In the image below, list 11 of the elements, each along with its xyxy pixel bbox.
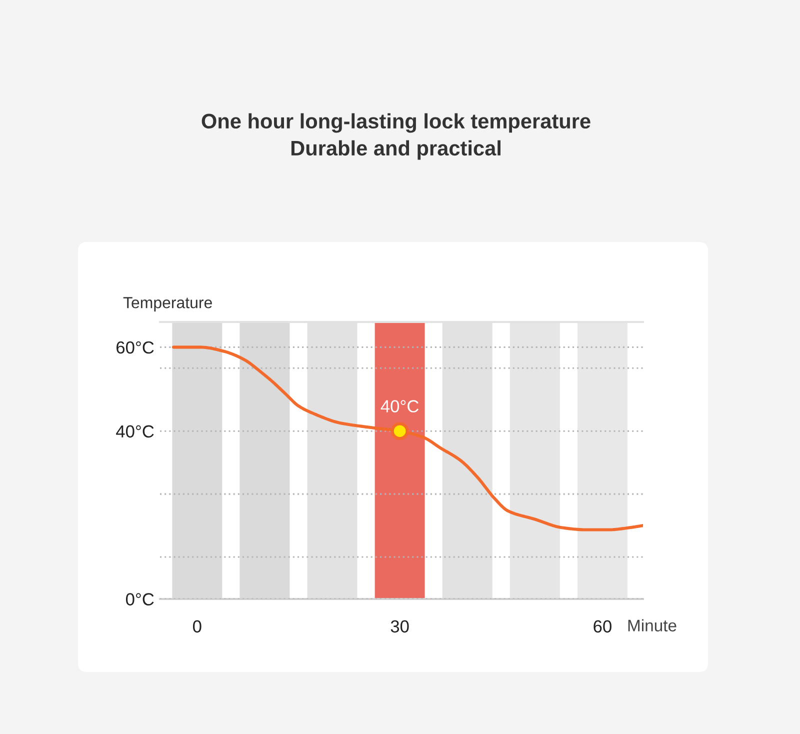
x-tick-label: 60	[594, 620, 612, 633]
chart-title: One hour long-lasting lock temperature	[202, 113, 590, 133]
data-label: 40°C	[380, 400, 419, 412]
y-tick-label: 0°C	[126, 593, 154, 606]
y-tick-label: 40°C	[116, 425, 154, 438]
y-axis-title: Temperature	[123, 297, 212, 312]
chart-subtitle: Durable and practical	[291, 140, 500, 160]
x-tick-label: 30	[390, 620, 409, 633]
x-axis-title: Minute	[628, 619, 676, 632]
x-tick-label: 0	[193, 620, 202, 633]
y-tick-label: 60°C	[116, 341, 154, 354]
